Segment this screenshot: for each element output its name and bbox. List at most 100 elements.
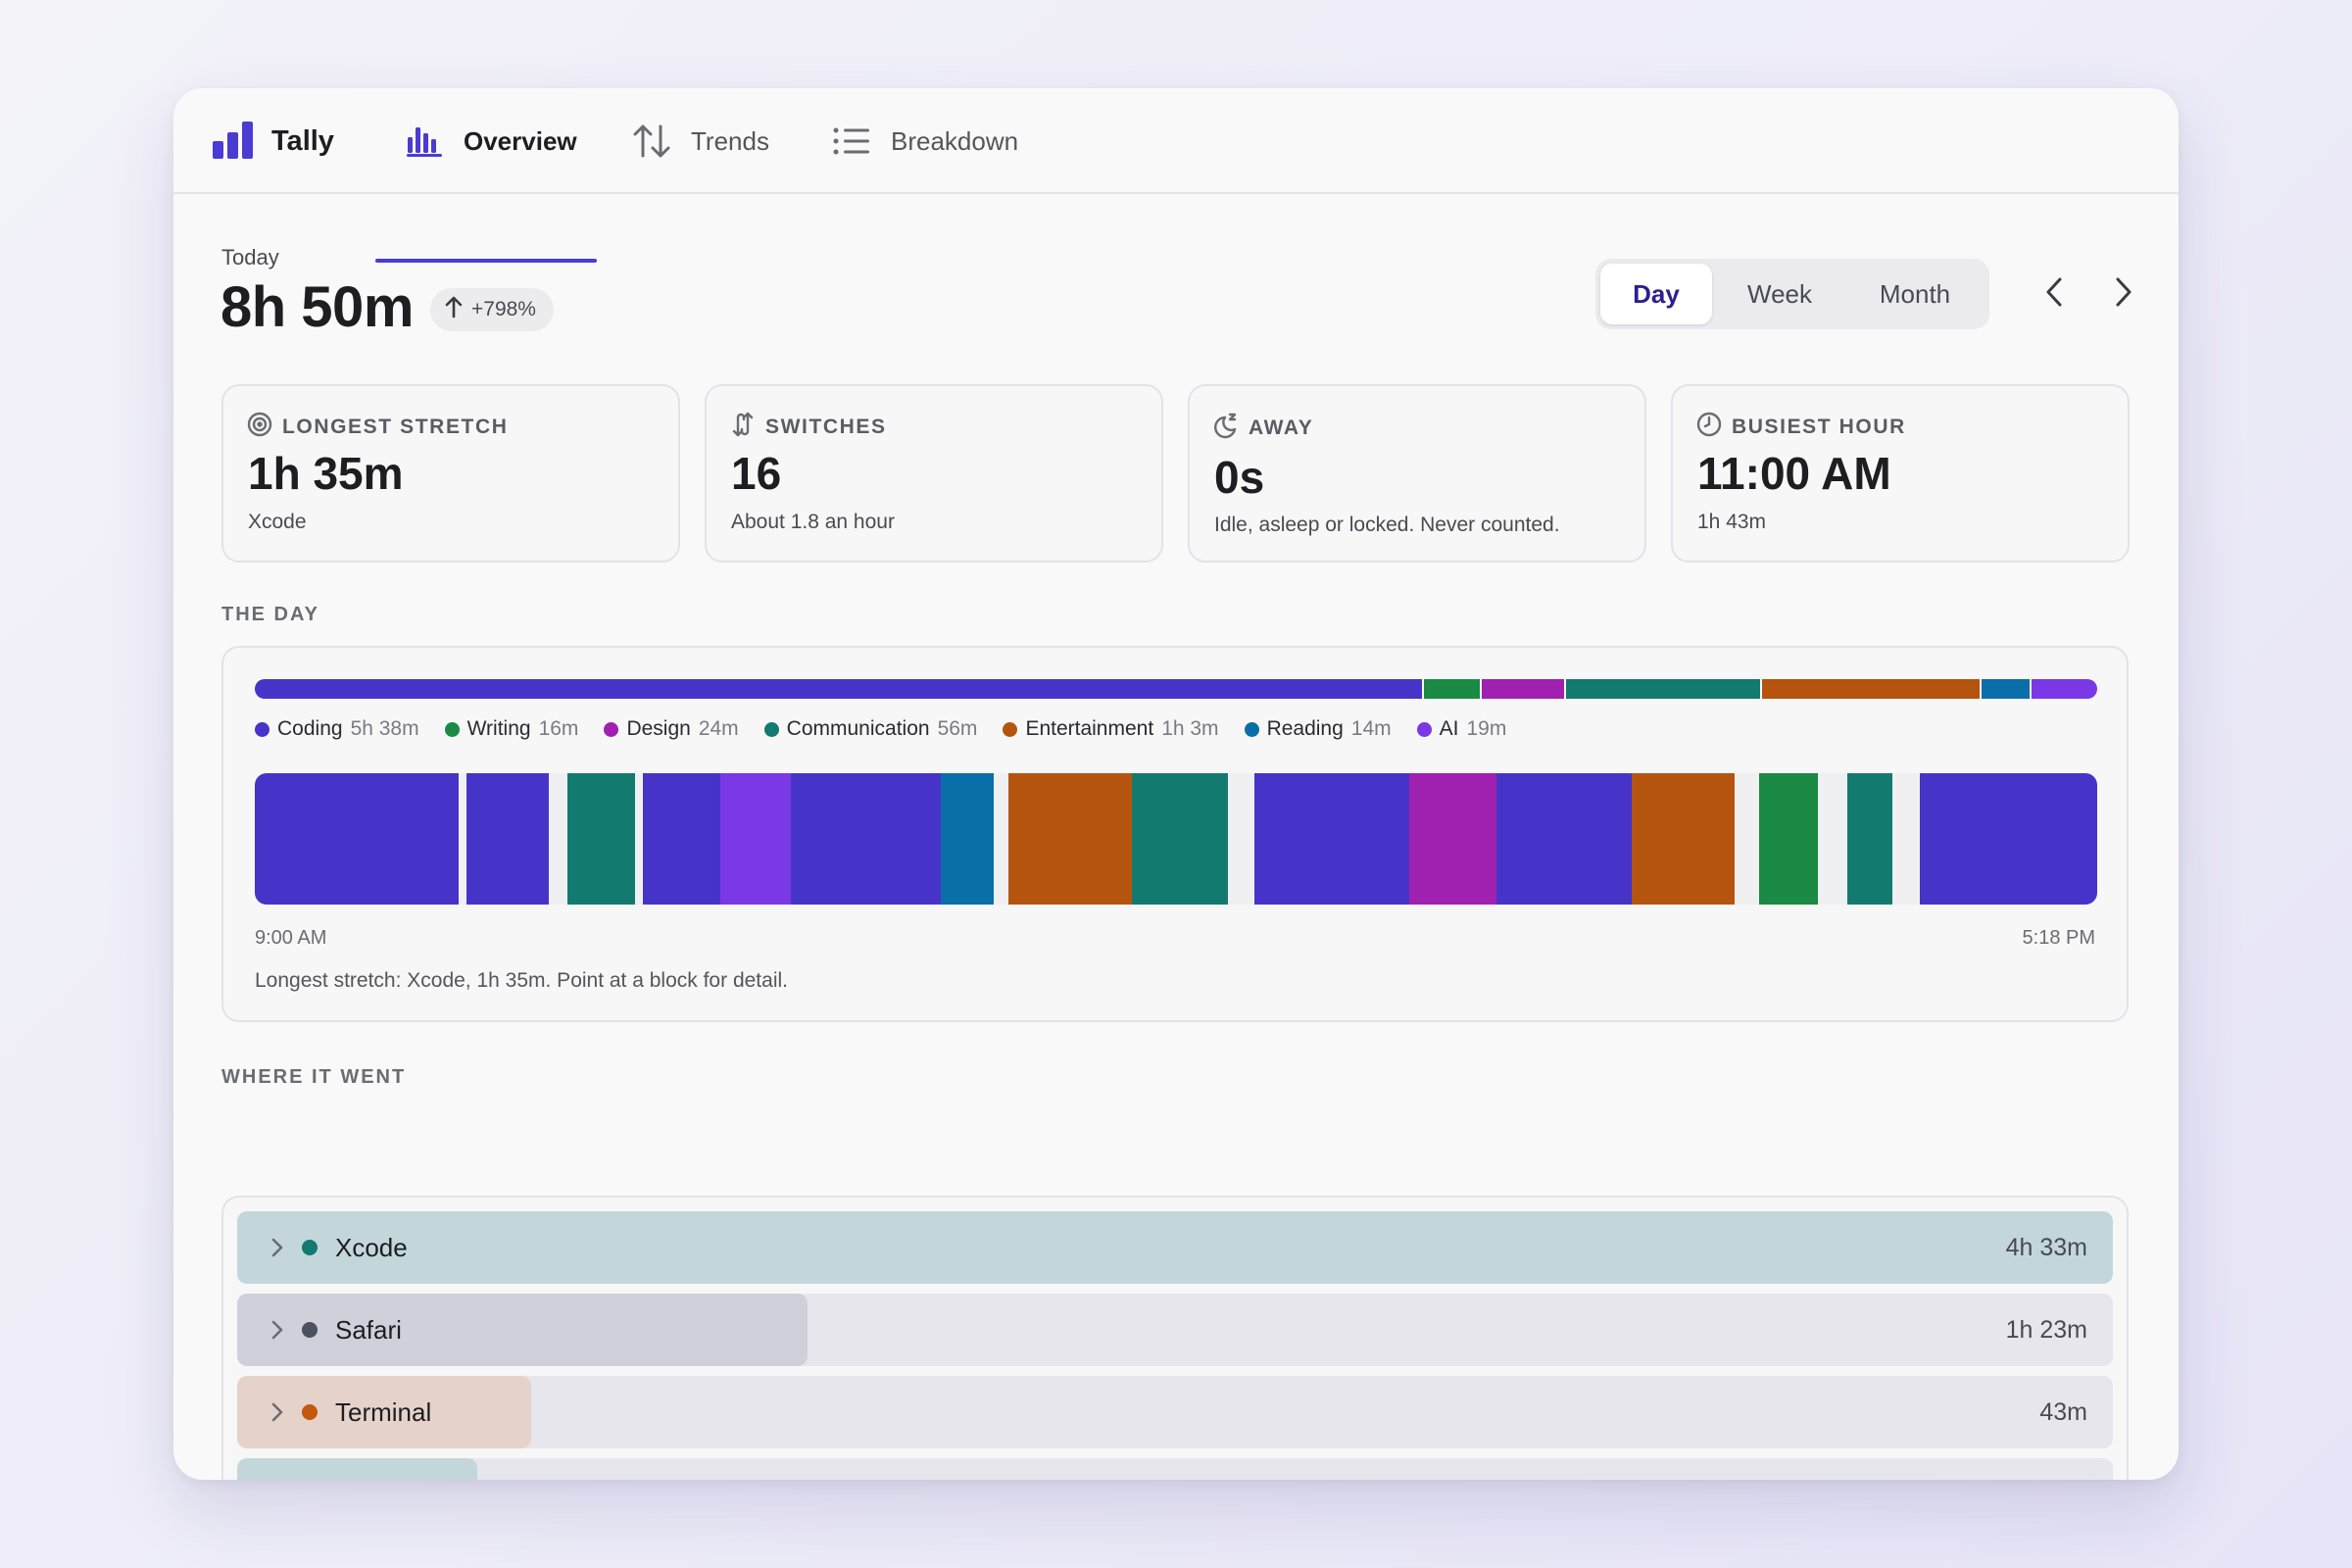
category-proportion-bar [255,679,2097,699]
range-month[interactable]: Month [1879,278,1951,309]
timeline-block-communication[interactable] [567,773,635,905]
timeline-block-reading[interactable] [941,773,995,905]
range-day[interactable]: Day [1600,264,1712,324]
the-day-title: THE DAY [221,604,319,625]
next-button[interactable] [2099,270,2146,318]
app-time: 4h 33m [2005,1234,2087,1261]
timeline-block-coding[interactable] [1254,773,1409,905]
stat-card-switches: SWITCHES 16 About 1.8 an hour [705,384,1163,563]
chevron-right-icon[interactable] [263,1315,292,1345]
delta-badge: +798% [430,288,554,331]
range-selector: Day Week Month [1595,259,1989,329]
tab-trends[interactable]: Trends [632,88,769,194]
tab-overview[interactable]: Overview [405,88,577,194]
moon-icon [1213,412,1239,445]
stat-subtext: Idle, asleep or locked. Never counted. [1214,514,1560,536]
day-panel: Coding 5h 38m Writing 16m Design 24m Communica… [221,646,2129,1022]
stat-label: AWAY [1249,416,1314,439]
timeline-block-coding[interactable] [1919,773,2097,905]
legend-item-writing: Writing 16m [444,717,578,741]
app-name: Xcode [335,1233,408,1262]
stat-label: LONGEST STRETCH [282,416,509,438]
app-usage-fill [237,1376,532,1448]
timeline-block-communication[interactable] [1132,773,1228,905]
app-name: Safari [335,1315,402,1345]
app-color-dot [302,1240,318,1255]
legend-name: Coding [277,717,343,740]
legend-dot [255,721,270,737]
timeline-block-coding[interactable] [791,773,942,905]
legend-time: 5h 38m [350,717,419,740]
legend-name: Writing [466,717,531,740]
timeline-start-time: 9:00 AM [255,927,327,949]
bar-chart-icon [405,122,444,161]
timeline-block-communication[interactable] [1847,773,1892,905]
app-usage-fill [237,1294,808,1366]
timeline-block-design[interactable] [1409,773,1496,905]
app-row-music[interactable]: Music35m [237,1458,2113,1480]
clock-icon [1696,412,1722,443]
where-it-went-title: WHERE IT WENT [221,1066,407,1088]
app-window: Tally Overview Trends [173,88,2179,1480]
legend-time: 14m [1350,717,1392,740]
chevron-right-icon[interactable] [263,1397,292,1427]
app-row-xcode[interactable]: Xcode 4h 33m [237,1211,2113,1284]
total-time: 8h 50m [220,275,414,339]
stat-card-longest-stretch: LONGEST STRETCH 1h 35m Xcode [221,384,680,563]
tab-breakdown-label: Breakdown [891,125,1019,156]
stat-card-busiest-hour: BUSIEST HOUR 11:00 AM 1h 43m [1671,384,2130,563]
timeline-block-coding[interactable] [1495,773,1632,905]
timeline-block-writing[interactable] [1759,773,1818,905]
stat-subtext: 1h 43m [1697,511,1767,533]
app-row-safari[interactable]: Safari 1h 23m [237,1294,2113,1366]
list-icon [832,122,871,161]
app-row-terminal[interactable]: Terminal 43m [237,1376,2113,1448]
stat-value: 1h 35m [248,448,404,499]
legend-dot [1416,721,1432,737]
range-week[interactable]: Week [1747,278,1812,309]
tally-logo-icon [213,120,256,164]
legend-item-ai: AI 19m [1416,717,1507,741]
switch-arrows-icon [730,412,756,443]
proportion-segment-ai [2032,679,2097,699]
stat-card-away: AWAY 0s Idle, asleep or locked. Never co… [1188,384,1646,563]
arrow-up-icon [444,295,464,324]
legend-item-reading: Reading 14m [1244,717,1392,741]
stat-label: SWITCHES [765,416,887,438]
app-time: 1h 23m [2005,1316,2087,1344]
legend-dot [1244,721,1259,737]
legend-item-entertainment: Entertainment 1h 3m [1003,717,1219,741]
timeline-end-time: 5:18 PM [2022,927,2095,949]
app-usage-fill [237,1458,477,1480]
stat-value: 16 [731,448,782,499]
chevron-right-icon [2111,276,2134,313]
app-usage-fill [237,1211,2113,1284]
timeline-block-coding[interactable] [466,773,549,905]
legend-dot [763,721,779,737]
active-tab-indicator [375,259,597,263]
app-color-dot [302,1322,318,1338]
timeline-block-coding[interactable] [643,773,721,905]
stat-label: BUSIEST HOUR [1732,416,1906,438]
top-bar: Tally Overview Trends [173,88,2179,194]
legend-time: 24m [698,717,739,740]
proportion-segment-entertainment [1761,679,1980,699]
tab-breakdown[interactable]: Breakdown [832,88,1018,194]
timeline-block-entertainment[interactable] [1631,773,1735,905]
legend-time: 19m [1466,717,1507,740]
day-timeline [255,773,2097,905]
delta-value: +798% [471,298,536,320]
previous-button[interactable] [2032,270,2079,318]
timeline-block-entertainment[interactable] [1008,773,1133,905]
tab-trends-label: Trends [691,125,769,156]
period-label: Today [221,245,279,270]
app-name: Terminal [335,1397,432,1427]
category-legend: Coding 5h 38m Writing 16m Design 24m Communica… [255,714,1506,744]
timeline-block-coding[interactable] [255,773,459,905]
timeline-block-ai[interactable] [720,773,792,905]
legend-name: Entertainment [1025,717,1154,740]
legend-time: 1h 3m [1161,717,1219,740]
proportion-segment-reading [1981,679,2031,699]
chevron-right-icon[interactable] [263,1233,292,1262]
legend-dot [444,721,460,737]
